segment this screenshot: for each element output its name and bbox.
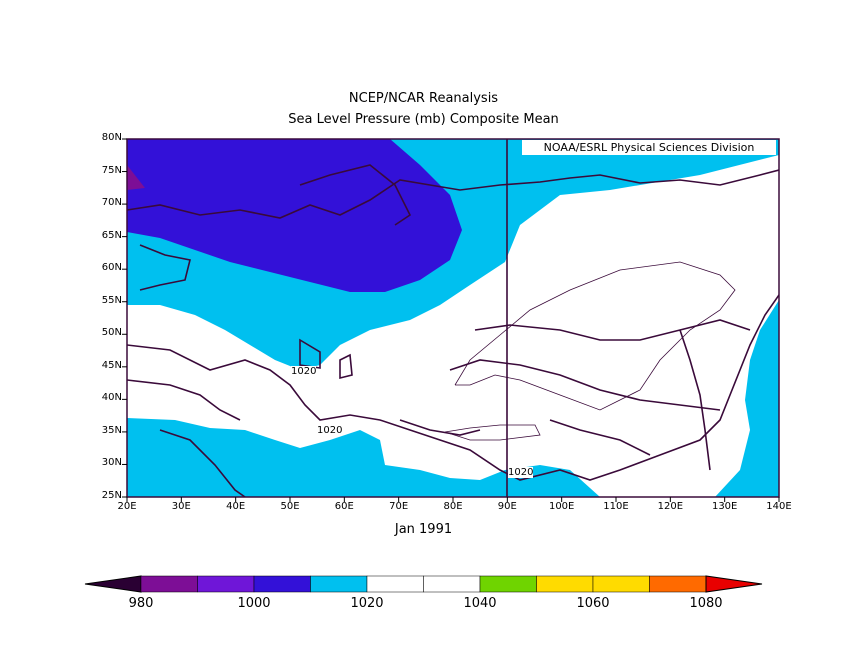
lon-label: 140E	[766, 501, 792, 512]
lat-label: 60N	[101, 262, 122, 274]
colorbar-segment	[592, 575, 650, 593]
lat-label: 25N	[101, 490, 122, 501]
colorbar-segment	[197, 575, 255, 593]
contour-label: 1020	[317, 425, 343, 436]
colorbar-segment	[649, 575, 707, 593]
field-low	[127, 139, 462, 292]
lat-label: 45N	[101, 359, 122, 371]
lon-label: 100E	[548, 501, 575, 512]
colorbar-segment	[479, 575, 537, 593]
lat-label: 70N	[101, 197, 122, 209]
lon-label: 60E	[334, 501, 354, 512]
date-label: Jan 1991	[394, 522, 453, 537]
colorbar-label: 980	[128, 596, 154, 611]
lon-label: 130E	[711, 501, 738, 512]
colorbar	[84, 575, 763, 593]
field-band-south	[127, 418, 600, 497]
axis-ticks	[122, 138, 780, 502]
credit-label: NOAA/ESRL Physical Sciences Division	[522, 140, 776, 155]
lon-label: 20E	[117, 501, 137, 512]
map-subtitle: Sea Level Pressure (mb) Composite Mean	[288, 112, 559, 127]
lat-label: 75N	[101, 164, 122, 176]
colorbar-label: 1000	[237, 596, 271, 611]
lat-label: 30N	[101, 457, 122, 469]
lat-label: 50N	[101, 327, 122, 339]
lon-label: 90E	[497, 501, 517, 512]
colorbar-segment	[140, 575, 198, 593]
colorbar-label: 1040	[463, 596, 497, 611]
colorbar-segment	[536, 575, 594, 593]
contour-label: 1020	[508, 467, 534, 478]
colorbar-min-arrow	[84, 575, 142, 593]
lon-label: 110E	[603, 501, 629, 512]
lon-label: 40E	[226, 501, 246, 512]
colorbar-label: 1080	[689, 596, 723, 611]
isobar-lines	[444, 261, 736, 441]
colorbar-segment	[310, 575, 368, 593]
pressure-field	[127, 139, 779, 497]
lon-label: 30E	[171, 501, 191, 512]
field-min-pocket	[127, 165, 145, 190]
colorbar-label: 1060	[576, 596, 610, 611]
colorbar-segment	[366, 575, 424, 593]
lon-label: 120E	[657, 501, 684, 512]
colorbar-label: 1020	[350, 596, 384, 611]
lon-label: 80E	[443, 501, 463, 512]
contour-label: 1020	[291, 366, 317, 377]
colorbar-segment	[253, 575, 311, 593]
lat-label: 80N	[101, 132, 122, 143]
lon-label: 70E	[389, 501, 409, 512]
lat-label: 35N	[101, 424, 122, 436]
lat-label: 55N	[101, 294, 122, 306]
colorbar-segment	[423, 575, 481, 593]
lat-label: 40N	[101, 392, 122, 404]
field-band-east	[715, 300, 779, 497]
lon-label: 50E	[280, 501, 300, 512]
coastlines	[127, 164, 779, 497]
colorbar-max-arrow	[705, 575, 763, 593]
lat-label: 65N	[101, 229, 122, 241]
map-title: NCEP/NCAR Reanalysis	[348, 91, 499, 106]
